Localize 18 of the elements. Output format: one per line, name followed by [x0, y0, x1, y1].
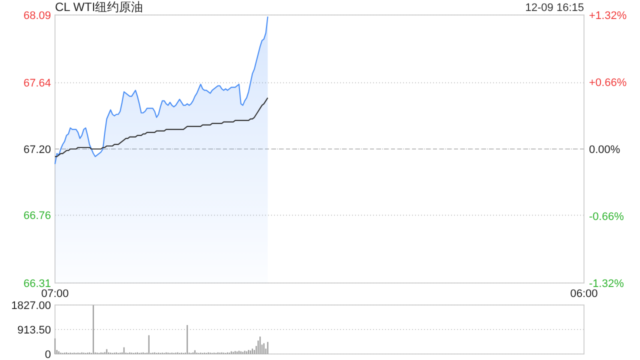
y-tick-label: 913.50 [17, 324, 51, 336]
y-tick-label: 0 [44, 348, 51, 360]
y-tick-label: 66.31 [23, 278, 51, 290]
chart-title: CL WTI纽约原油 [55, 0, 144, 14]
y-tick-label: 68.09 [23, 10, 51, 22]
x-tick-label: 07:00 [41, 288, 69, 300]
line-series [54, 97, 268, 158]
x-tick-label: 06:00 [570, 288, 598, 300]
y2-tick-label: -0.66% [589, 210, 624, 223]
y2-tick-label: +1.32% [589, 10, 627, 22]
y-tick-label: 67.64 [23, 78, 51, 90]
y-tick-label: 67.20 [23, 144, 51, 156]
y-tick-label: 66.76 [23, 210, 51, 222]
y2-tick-label: +0.66% [589, 76, 627, 89]
y2-tick-label: 0.00% [589, 144, 620, 156]
text: 12-09 16:15 [525, 2, 584, 14]
y2-tick-label: -1.32% [589, 278, 624, 290]
y-tick-label: 1827.00 [11, 300, 51, 312]
